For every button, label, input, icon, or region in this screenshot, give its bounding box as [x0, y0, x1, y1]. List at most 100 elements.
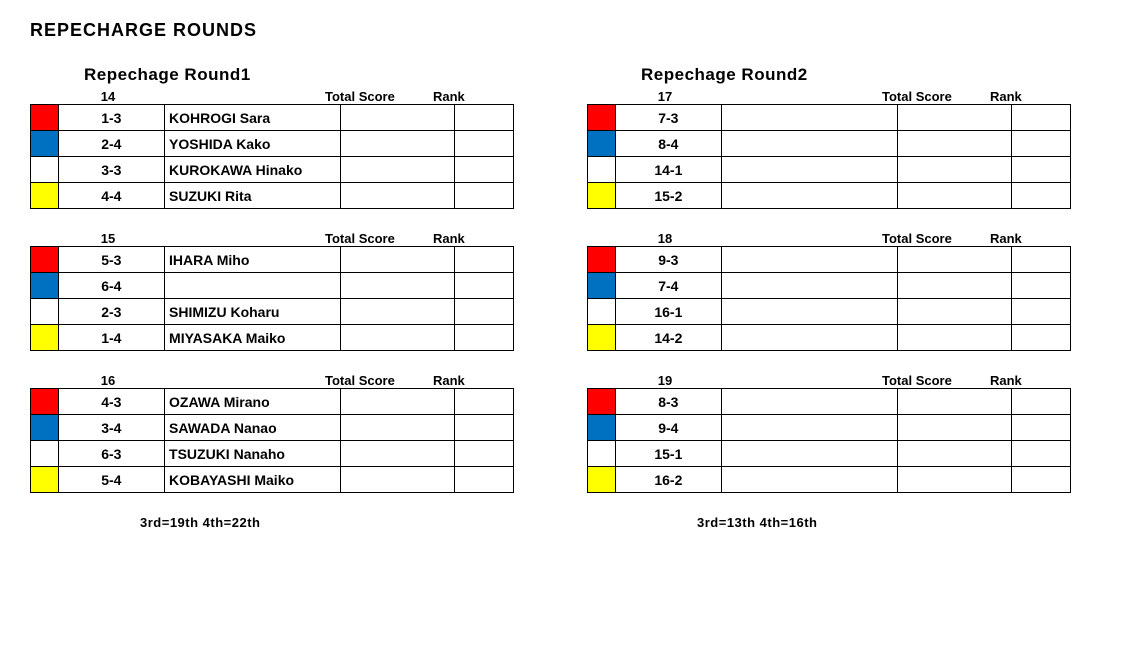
score-cell [897, 441, 1012, 467]
score-cell [340, 441, 455, 467]
rank-cell [1012, 247, 1071, 273]
header-rank: Rank [433, 373, 488, 388]
table-row: 5-4KOBAYASHI Maiko [31, 467, 514, 493]
heat-number: 18 [587, 231, 717, 246]
seed-cell: 9-3 [615, 247, 721, 273]
name-cell [722, 389, 898, 415]
seed-cell: 16-2 [615, 467, 721, 493]
name-cell: MIYASAKA Maiko [165, 325, 341, 351]
page-title: REPECHARGE ROUNDS [30, 20, 1094, 41]
seed-cell: 6-3 [58, 441, 164, 467]
seed-cell: 16-1 [615, 299, 721, 325]
color-swatch [31, 325, 59, 351]
heat-block: 19Total ScoreRank8-39-415-116-2 [587, 373, 1094, 493]
heat-header: 15Total ScoreRank [30, 231, 537, 246]
header-rank: Rank [990, 231, 1045, 246]
rank-cell [455, 441, 514, 467]
name-cell [722, 299, 898, 325]
color-swatch [31, 131, 59, 157]
name-cell [722, 467, 898, 493]
color-swatch [31, 157, 59, 183]
name-cell: KUROKAWA Hinako [165, 157, 341, 183]
color-swatch [588, 273, 616, 299]
seed-cell: 2-3 [58, 299, 164, 325]
seed-cell: 5-4 [58, 467, 164, 493]
score-cell [340, 157, 455, 183]
heat-header: 17Total ScoreRank [587, 89, 1094, 104]
rounds-container: Repechage Round114Total ScoreRank1-3KOHR… [30, 65, 1094, 530]
score-cell [897, 389, 1012, 415]
header-rank: Rank [990, 89, 1045, 104]
score-cell [340, 389, 455, 415]
round-footnote: 3rd=13th 4th=16th [697, 515, 1094, 530]
rank-cell [455, 183, 514, 209]
score-cell [340, 467, 455, 493]
seed-cell: 8-4 [615, 131, 721, 157]
round-footnote: 3rd=19th 4th=22th [140, 515, 537, 530]
name-cell [722, 131, 898, 157]
rank-cell [1012, 105, 1071, 131]
score-cell [340, 247, 455, 273]
heat-table: 8-39-415-116-2 [587, 388, 1071, 493]
color-swatch [588, 415, 616, 441]
name-cell [722, 183, 898, 209]
rank-cell [455, 299, 514, 325]
color-swatch [588, 325, 616, 351]
table-row: 8-4 [588, 131, 1071, 157]
spacer [160, 231, 325, 246]
color-swatch [588, 299, 616, 325]
rank-cell [455, 131, 514, 157]
rank-cell [1012, 157, 1071, 183]
rank-cell [1012, 183, 1071, 209]
table-row: 4-4SUZUKI Rita [31, 183, 514, 209]
score-cell [340, 131, 455, 157]
name-cell: OZAWA Mirano [165, 389, 341, 415]
seed-cell: 3-3 [58, 157, 164, 183]
color-swatch [31, 467, 59, 493]
round-column: Repechage Round217Total ScoreRank7-38-41… [587, 65, 1094, 530]
score-cell [897, 157, 1012, 183]
color-swatch [588, 247, 616, 273]
rank-cell [1012, 299, 1071, 325]
heat-header: 14Total ScoreRank [30, 89, 537, 104]
rank-cell [1012, 131, 1071, 157]
seed-cell: 4-3 [58, 389, 164, 415]
heat-block: 18Total ScoreRank9-37-416-114-2 [587, 231, 1094, 351]
round-title: Repechage Round2 [641, 65, 1094, 85]
rank-cell [455, 105, 514, 131]
color-swatch [588, 131, 616, 157]
rank-cell [455, 325, 514, 351]
score-cell [897, 247, 1012, 273]
name-cell [165, 273, 341, 299]
rank-cell [1012, 467, 1071, 493]
score-cell [340, 299, 455, 325]
name-cell: KOBAYASHI Maiko [165, 467, 341, 493]
rank-cell [1012, 415, 1071, 441]
spacer [717, 89, 882, 104]
name-cell: SHIMIZU Koharu [165, 299, 341, 325]
table-row: 8-3 [588, 389, 1071, 415]
name-cell [722, 247, 898, 273]
round-title: Repechage Round1 [84, 65, 537, 85]
heat-table: 9-37-416-114-2 [587, 246, 1071, 351]
heat-header: 19Total ScoreRank [587, 373, 1094, 388]
name-cell: SAWADA Nanao [165, 415, 341, 441]
rank-cell [455, 415, 514, 441]
spacer [160, 89, 325, 104]
rank-cell [455, 467, 514, 493]
score-cell [897, 131, 1012, 157]
table-row: 14-2 [588, 325, 1071, 351]
name-cell [722, 325, 898, 351]
table-row: 1-4MIYASAKA Maiko [31, 325, 514, 351]
name-cell [722, 415, 898, 441]
heat-header: 16Total ScoreRank [30, 373, 537, 388]
name-cell [722, 273, 898, 299]
header-rank: Rank [433, 89, 488, 104]
score-cell [340, 415, 455, 441]
table-row: 14-1 [588, 157, 1071, 183]
seed-cell: 3-4 [58, 415, 164, 441]
heat-number: 15 [30, 231, 160, 246]
score-cell [897, 415, 1012, 441]
seed-cell: 2-4 [58, 131, 164, 157]
seed-cell: 15-2 [615, 183, 721, 209]
